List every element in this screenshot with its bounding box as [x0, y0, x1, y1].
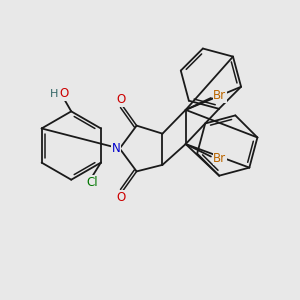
Text: O: O: [117, 191, 126, 204]
Text: N: N: [112, 142, 121, 155]
Text: H: H: [50, 89, 58, 99]
Text: O: O: [117, 93, 126, 106]
Text: Br: Br: [213, 152, 226, 164]
Text: O: O: [59, 87, 68, 100]
Text: Cl: Cl: [86, 176, 98, 189]
Text: Br: Br: [213, 89, 226, 102]
